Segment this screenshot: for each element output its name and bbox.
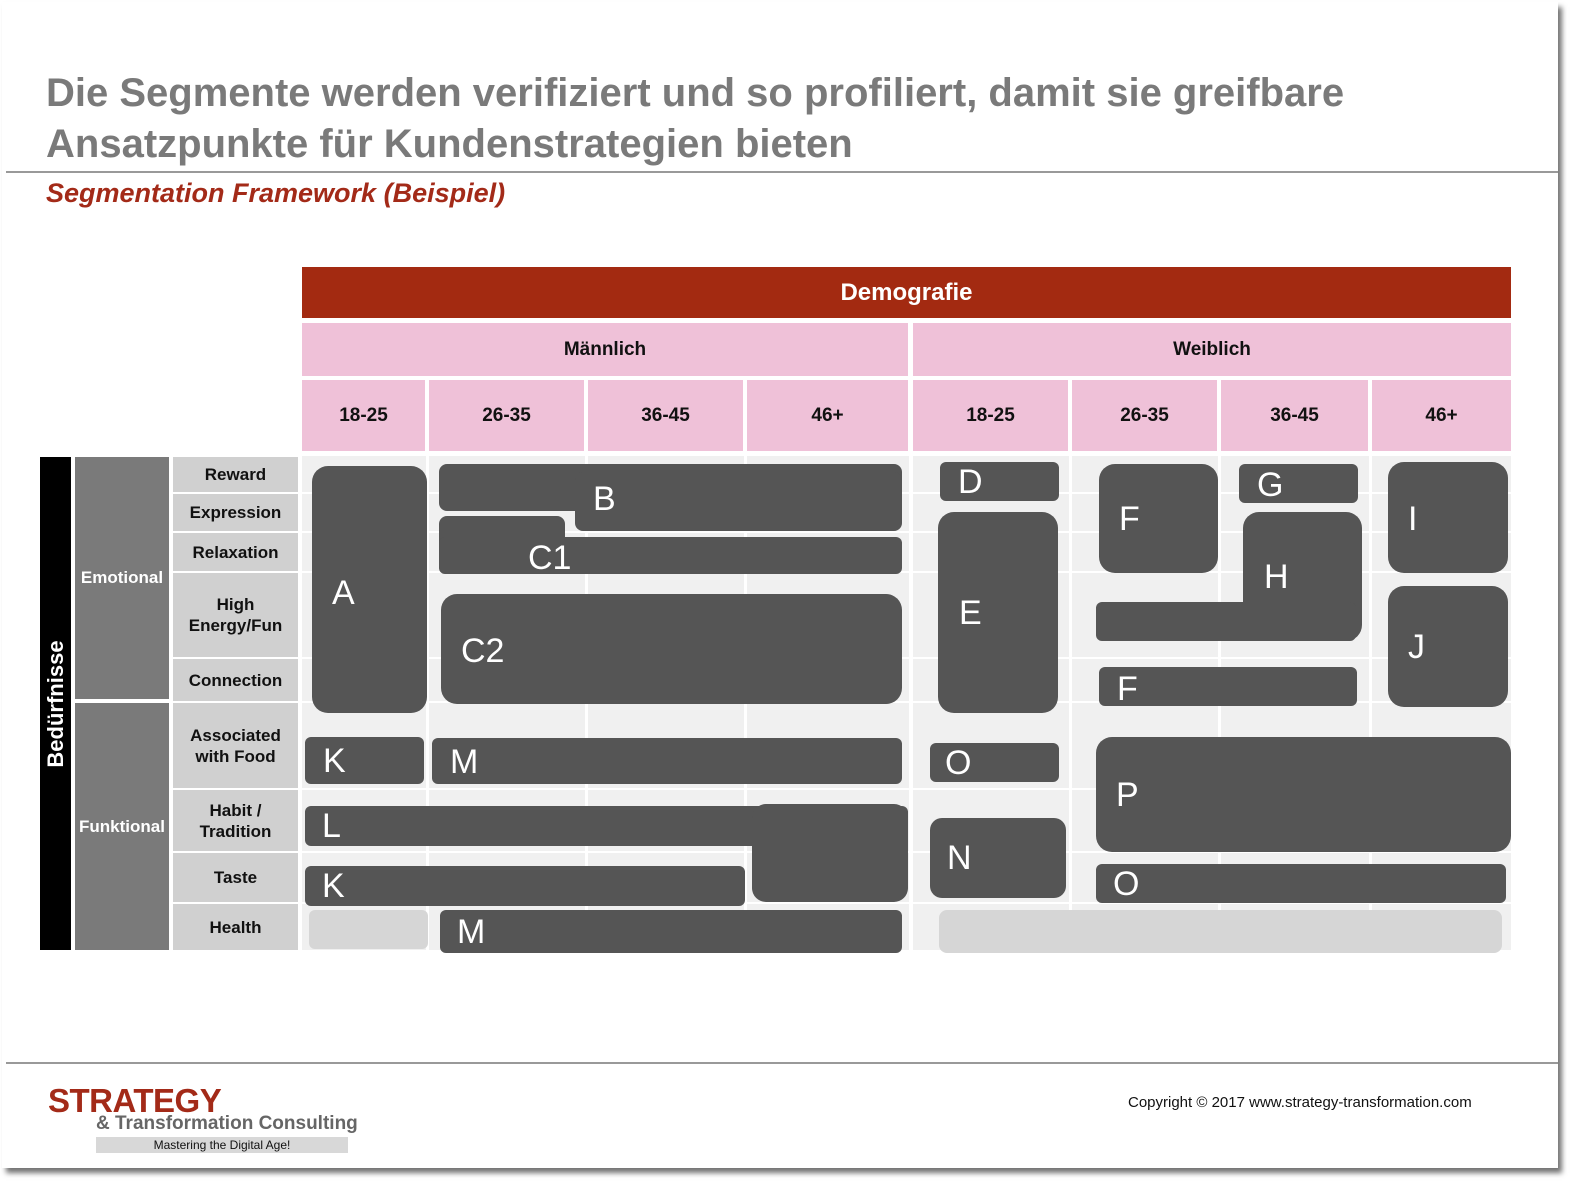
- footer-divider: [6, 1062, 1558, 1064]
- segment-f: F: [1099, 464, 1218, 573]
- segment-label: G: [1257, 466, 1284, 504]
- need-associated-with-food: Associated with Food: [173, 703, 298, 788]
- segment-label: C1: [528, 539, 572, 577]
- need-relaxation: Relaxation: [173, 533, 298, 571]
- gender-header-female: Weiblich: [913, 323, 1511, 376]
- segment-g: G: [1239, 464, 1358, 504]
- segment-label: M: [457, 913, 486, 951]
- segment-label: L: [322, 807, 341, 845]
- segment-label: N: [947, 839, 972, 877]
- segment-label: F: [1117, 670, 1138, 708]
- segment-label: C2: [461, 632, 505, 670]
- segment-l-part: [752, 804, 908, 902]
- logo-tagline: Mastering the Digital Age!: [96, 1137, 348, 1153]
- age-header-male-36-45: 36-45: [588, 380, 743, 451]
- page-title: Die Segmente werden verifiziert und so p…: [46, 71, 1345, 166]
- segment-label: H: [1264, 558, 1289, 596]
- grid-line: [1369, 456, 1372, 950]
- grid-line: [302, 788, 1511, 790]
- grid-line: [1069, 456, 1072, 950]
- grid-line: [302, 571, 1511, 573]
- need-high-energy-fun: High Energy/Fun: [173, 573, 298, 657]
- segment-label: E: [959, 594, 982, 632]
- segment-empty-health-male: [309, 910, 428, 949]
- segment-label: I: [1408, 500, 1418, 538]
- segment-label: P: [1116, 776, 1139, 814]
- grid-line: [302, 902, 1511, 904]
- segment-k: K: [305, 737, 424, 784]
- segment-label: A: [332, 574, 355, 612]
- segment-m: M: [432, 738, 902, 784]
- grid-line: [302, 701, 1511, 703]
- grid-line: [302, 492, 1511, 494]
- grid-line: [426, 456, 429, 950]
- category-emotional: Emotional: [75, 457, 169, 699]
- need-expression: Expression: [173, 494, 298, 531]
- segment-j: J: [1388, 586, 1508, 707]
- needs-axis-label: Bedürfnisse: [40, 457, 71, 950]
- category-funktional: Funktional: [75, 703, 169, 950]
- segment-k-second: K: [305, 866, 745, 906]
- segment-label: K: [323, 742, 346, 780]
- page-subtitle: Segmentation Framework (Beispiel): [46, 178, 506, 208]
- segment-label: M: [450, 743, 479, 781]
- need-health: Health: [173, 904, 298, 950]
- segment-o: O: [930, 743, 1059, 782]
- age-header-female-26-35: 26-35: [1072, 380, 1217, 451]
- segment-label: K: [322, 867, 345, 905]
- segment-label: D: [958, 463, 983, 501]
- segment-f-second: F: [1099, 667, 1357, 708]
- segment-n: N: [930, 818, 1066, 898]
- needs-label: Bedürfnisse: [42, 639, 68, 768]
- segment-p: P: [1096, 737, 1511, 852]
- need-taste: Taste: [173, 853, 298, 902]
- grid-line: [302, 657, 1511, 659]
- segment-c1-part: C1: [439, 537, 902, 577]
- age-header-female-36-45: 36-45: [1221, 380, 1368, 451]
- need-habit-tradition: Habit / Tradition: [173, 790, 298, 851]
- title-divider: [6, 171, 1558, 173]
- logo-subtitle: & Transformation Consulting: [96, 1113, 358, 1134]
- age-header-male-46plus: 46+: [747, 380, 908, 451]
- need-reward: Reward: [173, 457, 298, 492]
- segment-h-part: [1096, 602, 1356, 641]
- segment-i: I: [1388, 462, 1508, 573]
- segment-o-second: O: [1096, 864, 1506, 903]
- segment-e: E: [938, 512, 1058, 713]
- segment-c2: C2: [441, 594, 902, 704]
- age-header-male-18-25: 18-25: [302, 380, 425, 451]
- segment-d: D: [940, 462, 1059, 501]
- segment-label: B: [593, 480, 616, 518]
- need-connection: Connection: [173, 659, 298, 701]
- grid-line: [909, 456, 913, 950]
- logo-strategy: STRATEGY: [48, 1082, 222, 1119]
- segment-label: O: [945, 744, 972, 782]
- age-header-female-18-25: 18-25: [913, 380, 1068, 451]
- segment-a: A: [312, 466, 427, 713]
- slide: Die Segmente werden verifiziert und so p…: [2, 2, 1558, 1168]
- gender-header-male: Männlich: [302, 323, 908, 376]
- segment-m-second: M: [440, 910, 902, 953]
- segment-b-part: B: [575, 472, 902, 531]
- copyright-text: Copyright © 2017 www.strategy-transforma…: [1128, 1094, 1472, 1111]
- demografie-header: Demografie: [302, 267, 1511, 318]
- grid-line: [302, 531, 1511, 533]
- segment-label: J: [1408, 628, 1425, 666]
- age-header-male-26-35: 26-35: [429, 380, 584, 451]
- segment-label: O: [1113, 865, 1140, 903]
- age-header-female-46plus: 46+: [1372, 380, 1511, 451]
- segment-label: F: [1119, 500, 1140, 538]
- segment-empty-health-female: [939, 910, 1502, 953]
